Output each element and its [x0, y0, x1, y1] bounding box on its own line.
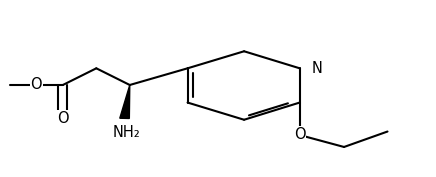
Text: O: O — [294, 127, 306, 142]
Text: N: N — [312, 61, 323, 76]
Polygon shape — [120, 85, 130, 118]
Text: O: O — [57, 111, 68, 126]
Text: O: O — [31, 77, 42, 92]
Text: NH₂: NH₂ — [113, 124, 140, 139]
